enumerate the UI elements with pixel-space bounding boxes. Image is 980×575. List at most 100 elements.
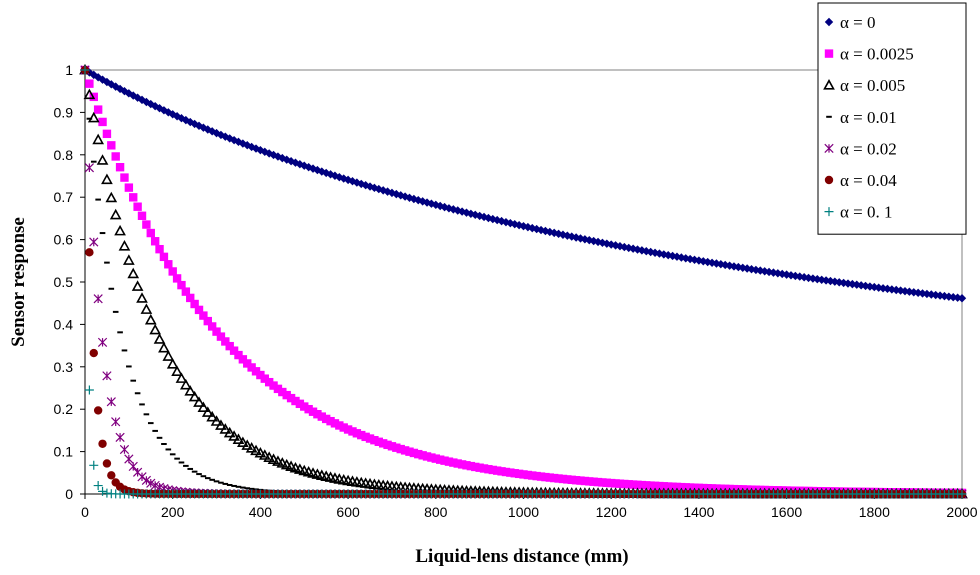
data-point-diamond [335,172,344,182]
data-point-square [199,311,208,320]
data-point-square [475,463,484,472]
data-point-square [607,478,616,488]
x-tick-label: 400 [249,504,273,520]
data-point-square [492,466,502,475]
data-point-diamond [712,259,721,268]
data-point-square [243,359,252,368]
data-point-diamond [817,275,826,284]
data-point-diamond [659,250,669,259]
data-point-square [348,427,357,436]
data-point-diamond [159,106,169,115]
x-tick-label: 1200 [596,504,627,520]
data-point-diamond [707,258,717,267]
data-point-square [234,350,243,360]
data-point-triangle [114,224,126,236]
data-point-diamond [918,289,927,298]
legend-item: α = 0.01 [826,108,897,127]
data-point-circle [107,471,116,480]
data-point-square [124,183,134,192]
x-tick-label: 200 [161,504,185,520]
legend-item: α = 0.0025 [824,45,914,64]
data-point-diamond [646,247,655,257]
data-point-square [383,440,392,450]
data-point-triangle [175,372,188,383]
data-point-square [304,404,313,414]
data-point-square [203,316,212,326]
data-point-diamond [821,276,831,285]
data-point-square [111,152,120,161]
data-point-diamond [545,227,555,237]
data-point-square [536,472,546,481]
data-point-diamond [462,208,471,217]
data-point-triangle [237,436,249,448]
data-point-diamond [922,289,932,299]
data-point-diamond [216,130,226,140]
data-point-triangle [254,446,267,458]
x-tick-label: 0 [81,504,89,520]
data-point-diamond [703,257,712,267]
data-point-diamond [725,261,734,270]
data-point-square [589,477,598,486]
data-point-square [685,483,695,492]
data-point-triangle [184,385,197,396]
data-point-square [427,453,436,462]
data-point-diamond [927,290,936,299]
data-point-triangle [179,378,192,390]
data-point-plus [84,385,94,395]
y-tick-label: 0.3 [54,359,74,375]
legend-item: α = 0.04 [824,171,897,190]
data-point-diamond [435,201,445,211]
data-point-diamond [944,292,954,301]
data-point-diamond [554,229,563,239]
legend-item: α = 0. 1 [824,203,893,222]
data-point-diamond [593,237,603,247]
data-point-square [115,162,125,172]
data-point-diamond [760,267,769,276]
data-point-square [479,464,489,473]
data-point-triangle [241,439,254,450]
data-point-star [84,163,95,173]
data-point-star [102,371,112,381]
data-point-square [317,412,326,421]
data-point-square [532,471,541,481]
data-point-triangle [171,365,183,376]
legend-label: α = 0.02 [840,139,897,158]
data-point-triangle [188,390,201,402]
data-point-diamond [642,246,651,256]
data-point-square [576,476,585,485]
data-point-square [620,479,629,489]
data-point-square [558,474,568,484]
data-point-diamond [115,84,125,94]
data-point-diamond [865,282,875,291]
legend-label: α = 0.04 [840,171,897,190]
data-point-square [164,260,173,269]
data-point-diamond [256,145,265,155]
data-point-square [365,434,375,443]
data-point-square [405,447,414,456]
y-tick-label: 0 [65,486,73,502]
data-point-diamond [870,282,879,292]
data-point-square [549,473,559,483]
data-point-square [672,482,682,492]
data-point-diamond [541,226,550,236]
legend-label: α = 0.0025 [840,45,914,64]
y-tick-label: 0.6 [54,232,74,248]
data-point-square [466,461,476,471]
data-point-square [308,407,318,416]
data-point-diamond [93,73,103,82]
x-tick-label: 1400 [683,504,714,520]
data-point-square [102,129,112,139]
data-point-triangle [96,154,109,165]
data-point-square [414,449,423,459]
data-point-square [514,469,524,479]
data-point-diamond [935,291,945,300]
data-point-diamond [273,152,283,161]
data-point-diamond [824,17,834,27]
data-point-square [664,482,673,491]
data-point-triangle [193,396,205,407]
data-point-square [449,458,458,467]
data-point-triangle [250,444,262,456]
data-point-triangle [223,426,236,438]
data-point-square [339,423,348,432]
data-point-square [172,274,182,283]
